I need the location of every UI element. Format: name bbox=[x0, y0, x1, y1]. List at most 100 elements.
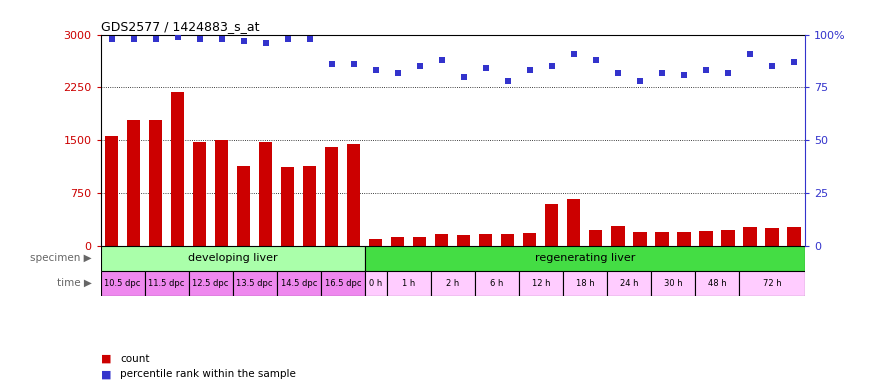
Point bbox=[237, 38, 251, 44]
Bar bbox=[430, 271, 475, 296]
Point bbox=[743, 50, 757, 56]
Bar bbox=[563, 271, 607, 296]
Bar bbox=[413, 237, 426, 246]
Bar bbox=[101, 271, 144, 296]
Bar bbox=[365, 271, 387, 296]
Text: specimen ▶: specimen ▶ bbox=[31, 253, 92, 263]
Point bbox=[654, 70, 668, 76]
Bar bbox=[281, 167, 294, 246]
Bar bbox=[480, 235, 493, 246]
Bar bbox=[744, 227, 757, 246]
Bar bbox=[655, 232, 668, 246]
Bar bbox=[589, 230, 603, 246]
Text: 10.5 dpc: 10.5 dpc bbox=[104, 279, 141, 288]
Point bbox=[611, 70, 625, 76]
Bar bbox=[435, 234, 448, 246]
Point bbox=[457, 74, 471, 80]
Point bbox=[214, 36, 228, 42]
Point bbox=[721, 70, 735, 76]
Text: count: count bbox=[120, 354, 150, 364]
Text: percentile rank within the sample: percentile rank within the sample bbox=[120, 369, 296, 379]
Bar bbox=[634, 232, 647, 246]
Bar bbox=[677, 232, 690, 246]
Bar bbox=[699, 231, 712, 246]
Bar bbox=[127, 121, 140, 246]
Bar bbox=[189, 271, 233, 296]
Text: 24 h: 24 h bbox=[620, 279, 638, 288]
Bar bbox=[788, 227, 801, 246]
Text: 0 h: 0 h bbox=[369, 279, 382, 288]
Point bbox=[149, 36, 163, 42]
Bar bbox=[721, 230, 735, 246]
Bar bbox=[651, 271, 695, 296]
Text: 48 h: 48 h bbox=[708, 279, 726, 288]
Bar bbox=[567, 199, 580, 246]
Text: 6 h: 6 h bbox=[490, 279, 503, 288]
Point bbox=[413, 63, 427, 70]
Point bbox=[171, 33, 185, 40]
Bar bbox=[612, 226, 625, 246]
Point bbox=[368, 67, 382, 73]
Text: ■: ■ bbox=[101, 369, 111, 379]
Point bbox=[567, 50, 581, 56]
Point bbox=[391, 70, 405, 76]
Bar bbox=[105, 136, 118, 246]
Text: 14.5 dpc: 14.5 dpc bbox=[281, 279, 317, 288]
Point bbox=[105, 36, 119, 42]
Text: 30 h: 30 h bbox=[663, 279, 682, 288]
Text: 2 h: 2 h bbox=[446, 279, 459, 288]
Bar bbox=[259, 142, 272, 246]
Point bbox=[677, 71, 691, 78]
Bar bbox=[149, 121, 162, 246]
Point bbox=[500, 78, 514, 84]
Text: 12 h: 12 h bbox=[532, 279, 550, 288]
Point bbox=[589, 57, 603, 63]
Point bbox=[545, 63, 559, 70]
Point bbox=[259, 40, 273, 46]
Point bbox=[699, 67, 713, 73]
Bar bbox=[276, 271, 321, 296]
Point bbox=[325, 61, 339, 67]
Bar bbox=[369, 240, 382, 246]
Bar bbox=[233, 271, 276, 296]
Bar bbox=[545, 204, 558, 246]
Bar bbox=[237, 166, 250, 246]
Bar bbox=[475, 271, 519, 296]
Bar bbox=[172, 92, 185, 246]
Text: 16.5 dpc: 16.5 dpc bbox=[325, 279, 361, 288]
Text: 11.5 dpc: 11.5 dpc bbox=[149, 279, 185, 288]
Point bbox=[127, 36, 141, 42]
Bar bbox=[101, 246, 365, 271]
Text: 72 h: 72 h bbox=[763, 279, 781, 288]
Bar bbox=[523, 233, 536, 246]
Text: 13.5 dpc: 13.5 dpc bbox=[236, 279, 273, 288]
Bar bbox=[607, 271, 651, 296]
Point bbox=[787, 59, 801, 65]
Bar bbox=[144, 271, 189, 296]
Text: GDS2577 / 1424883_s_at: GDS2577 / 1424883_s_at bbox=[101, 20, 259, 33]
Bar bbox=[387, 271, 430, 296]
Point bbox=[523, 67, 537, 73]
Point bbox=[633, 78, 647, 84]
Bar bbox=[501, 235, 514, 246]
Bar bbox=[321, 271, 365, 296]
Point bbox=[192, 36, 206, 42]
Text: developing liver: developing liver bbox=[188, 253, 277, 263]
Point bbox=[479, 65, 493, 71]
Point bbox=[346, 61, 360, 67]
Point bbox=[435, 57, 449, 63]
Bar bbox=[695, 271, 739, 296]
Text: regenerating liver: regenerating liver bbox=[535, 253, 635, 263]
Point bbox=[303, 36, 317, 42]
Bar bbox=[347, 144, 360, 246]
Bar bbox=[739, 271, 805, 296]
Bar bbox=[766, 228, 779, 246]
Bar bbox=[193, 142, 206, 246]
Point bbox=[765, 63, 779, 70]
Point bbox=[281, 36, 295, 42]
Text: time ▶: time ▶ bbox=[57, 278, 92, 288]
Text: 1 h: 1 h bbox=[402, 279, 416, 288]
Bar bbox=[326, 147, 339, 246]
Bar bbox=[519, 271, 563, 296]
Bar bbox=[215, 140, 228, 246]
